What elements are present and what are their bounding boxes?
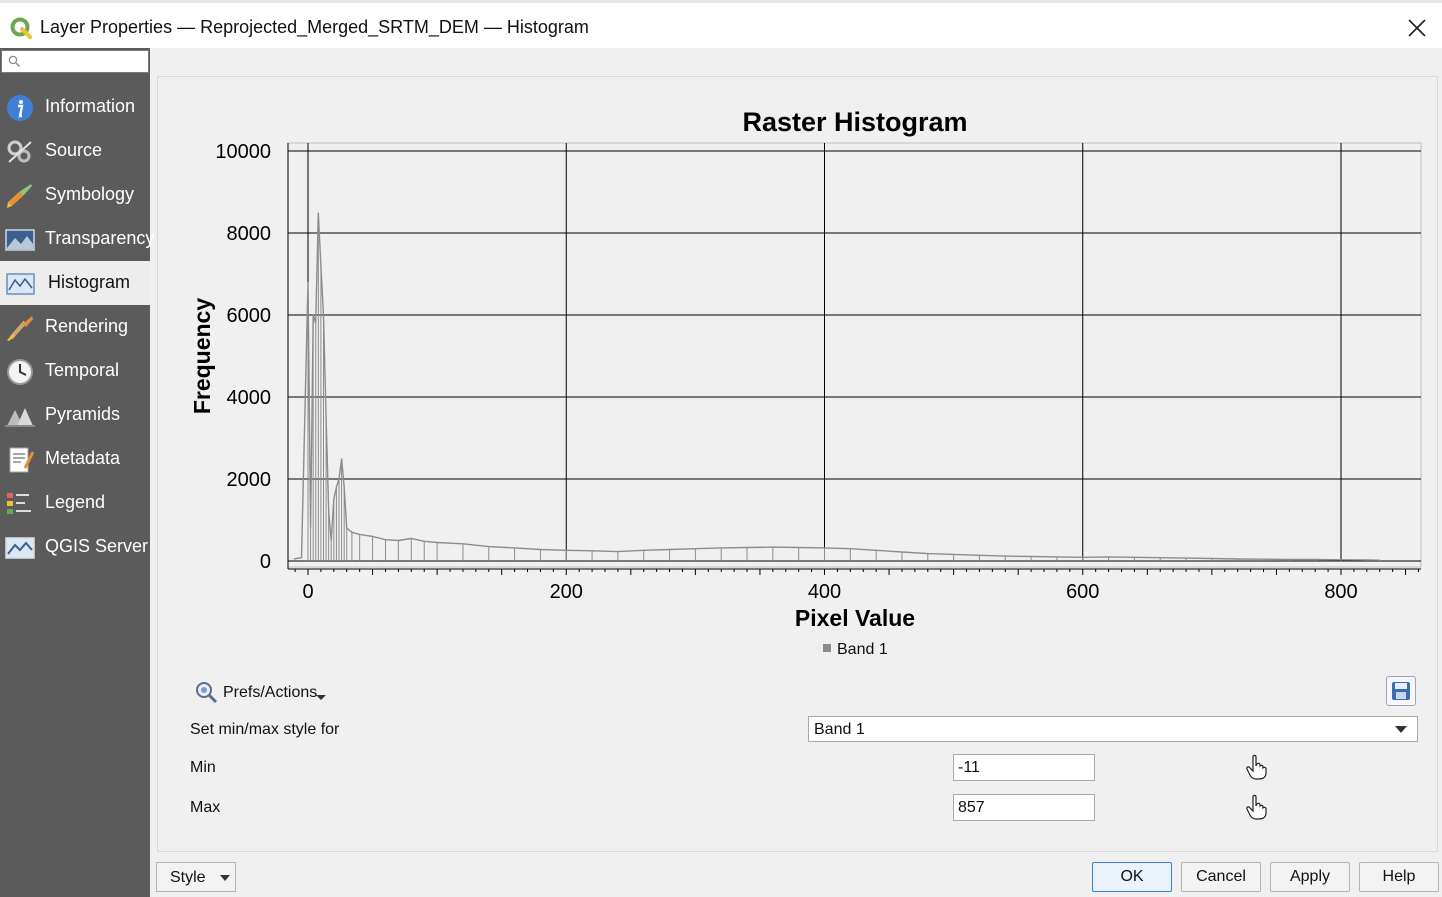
clock-icon	[7, 359, 33, 385]
search-input[interactable]	[1, 50, 149, 73]
chevron-down-icon	[220, 875, 230, 881]
sidebar-item-pyramids[interactable]: Pyramids	[0, 393, 150, 437]
sidebar-item-symbology[interactable]: Symbology	[0, 173, 150, 217]
max-input[interactable]	[953, 794, 1095, 821]
sidebar-item-label: Histogram	[48, 272, 131, 292]
chart-title: Raster Histogram	[742, 107, 967, 137]
sidebar-item-label: Legend	[45, 492, 106, 512]
x-axis-label: Pixel Value	[795, 605, 915, 631]
server-icon	[5, 537, 35, 559]
metadata-icon	[9, 447, 35, 473]
save-histogram-button[interactable]	[1386, 676, 1416, 706]
x-tick-label: 600	[1066, 581, 1099, 603]
sidebar-item-label: Pyramids	[45, 404, 121, 424]
x-tick-label: 400	[808, 581, 841, 603]
x-tick-label: 0	[302, 581, 313, 603]
pick-min-hand-icon[interactable]	[1244, 754, 1268, 780]
min-label: Min	[190, 759, 216, 776]
sidebar-item-label: QGIS Server	[45, 536, 149, 556]
max-label: Max	[190, 799, 221, 816]
qgis-logo-icon	[10, 17, 32, 39]
search-icon	[8, 55, 20, 67]
sidebar: Information Source Symbology Transparenc…	[0, 48, 154, 897]
title-bar: Layer Properties — Reprojected_Merged_SR…	[0, 0, 1442, 48]
histogram-icon	[6, 273, 35, 295]
save-icon	[1392, 682, 1410, 700]
y-tick-label: 4000	[227, 387, 272, 409]
sidebar-item-label: Metadata	[45, 448, 121, 468]
band-select-value: Band 1	[814, 721, 865, 738]
plot-canvas	[287, 142, 1422, 568]
chevron-down-icon	[1395, 726, 1407, 733]
sidebar-item-temporal[interactable]: Temporal	[0, 349, 150, 393]
chevron-down-icon	[316, 695, 326, 700]
window-title: Layer Properties — Reprojected_Merged_SR…	[40, 17, 589, 37]
style-button-label: Style	[170, 869, 206, 886]
symbology-icon	[7, 184, 32, 208]
sidebar-item-label: Information	[45, 96, 136, 116]
band-select[interactable]: Band 1	[808, 716, 1418, 742]
y-tick-label: 0	[260, 551, 271, 573]
x-tick-label: 200	[550, 581, 583, 603]
plot-axes	[287, 143, 1421, 575]
prefs-actions-label: Prefs/Actions	[223, 684, 318, 701]
rendering-icon	[7, 316, 33, 341]
pyramids-icon	[5, 408, 35, 427]
plot-grid	[288, 143, 1421, 562]
sidebar-item-label: Transparency	[45, 228, 155, 248]
min-input[interactable]	[953, 754, 1095, 781]
apply-button[interactable]: Apply	[1270, 862, 1350, 892]
sidebar-item-information[interactable]: Information	[0, 85, 150, 129]
info-icon	[7, 95, 33, 121]
style-dropdown-button[interactable]: Style	[156, 862, 236, 892]
ok-button[interactable]: OK	[1092, 862, 1172, 892]
sidebar-item-label: Temporal	[45, 360, 120, 380]
close-icon[interactable]	[1404, 15, 1430, 41]
pick-max-hand-icon[interactable]	[1244, 794, 1268, 820]
minmax-style-label: Set min/max style for	[190, 721, 340, 738]
prefs-magnifier-icon	[196, 682, 218, 704]
y-tick-label: 10000	[215, 141, 271, 163]
y-tick-label: 6000	[227, 305, 272, 327]
sidebar-item-label: Rendering	[45, 316, 129, 336]
sidebar-item-histogram[interactable]: Histogram	[0, 261, 150, 305]
sidebar-item-label: Source	[45, 140, 103, 160]
sidebar-item-metadata[interactable]: Metadata	[0, 437, 150, 481]
cancel-button[interactable]: Cancel	[1181, 862, 1261, 892]
y-axis-label: Frequency	[189, 298, 215, 415]
transparency-icon	[5, 229, 35, 251]
y-tick-label: 8000	[227, 223, 272, 245]
sidebar-item-label: Symbology	[45, 184, 135, 204]
sidebar-item-legend[interactable]: Legend	[0, 481, 150, 525]
legend-label: Band 1	[837, 641, 888, 658]
sidebar-item-transparency[interactable]: Transparency	[0, 217, 154, 261]
sidebar-item-qgis-server[interactable]: QGIS Server	[0, 525, 150, 569]
y-tick-label: 2000	[227, 469, 272, 491]
legend-swatch	[823, 644, 831, 652]
help-button[interactable]: Help	[1359, 862, 1439, 892]
x-tick-label: 800	[1324, 581, 1357, 603]
legend-icon	[7, 493, 31, 514]
plot-series	[293, 212, 1381, 561]
sidebar-item-rendering[interactable]: Rendering	[0, 305, 150, 349]
source-icon	[7, 140, 32, 163]
sidebar-item-source[interactable]: Source	[0, 129, 150, 173]
